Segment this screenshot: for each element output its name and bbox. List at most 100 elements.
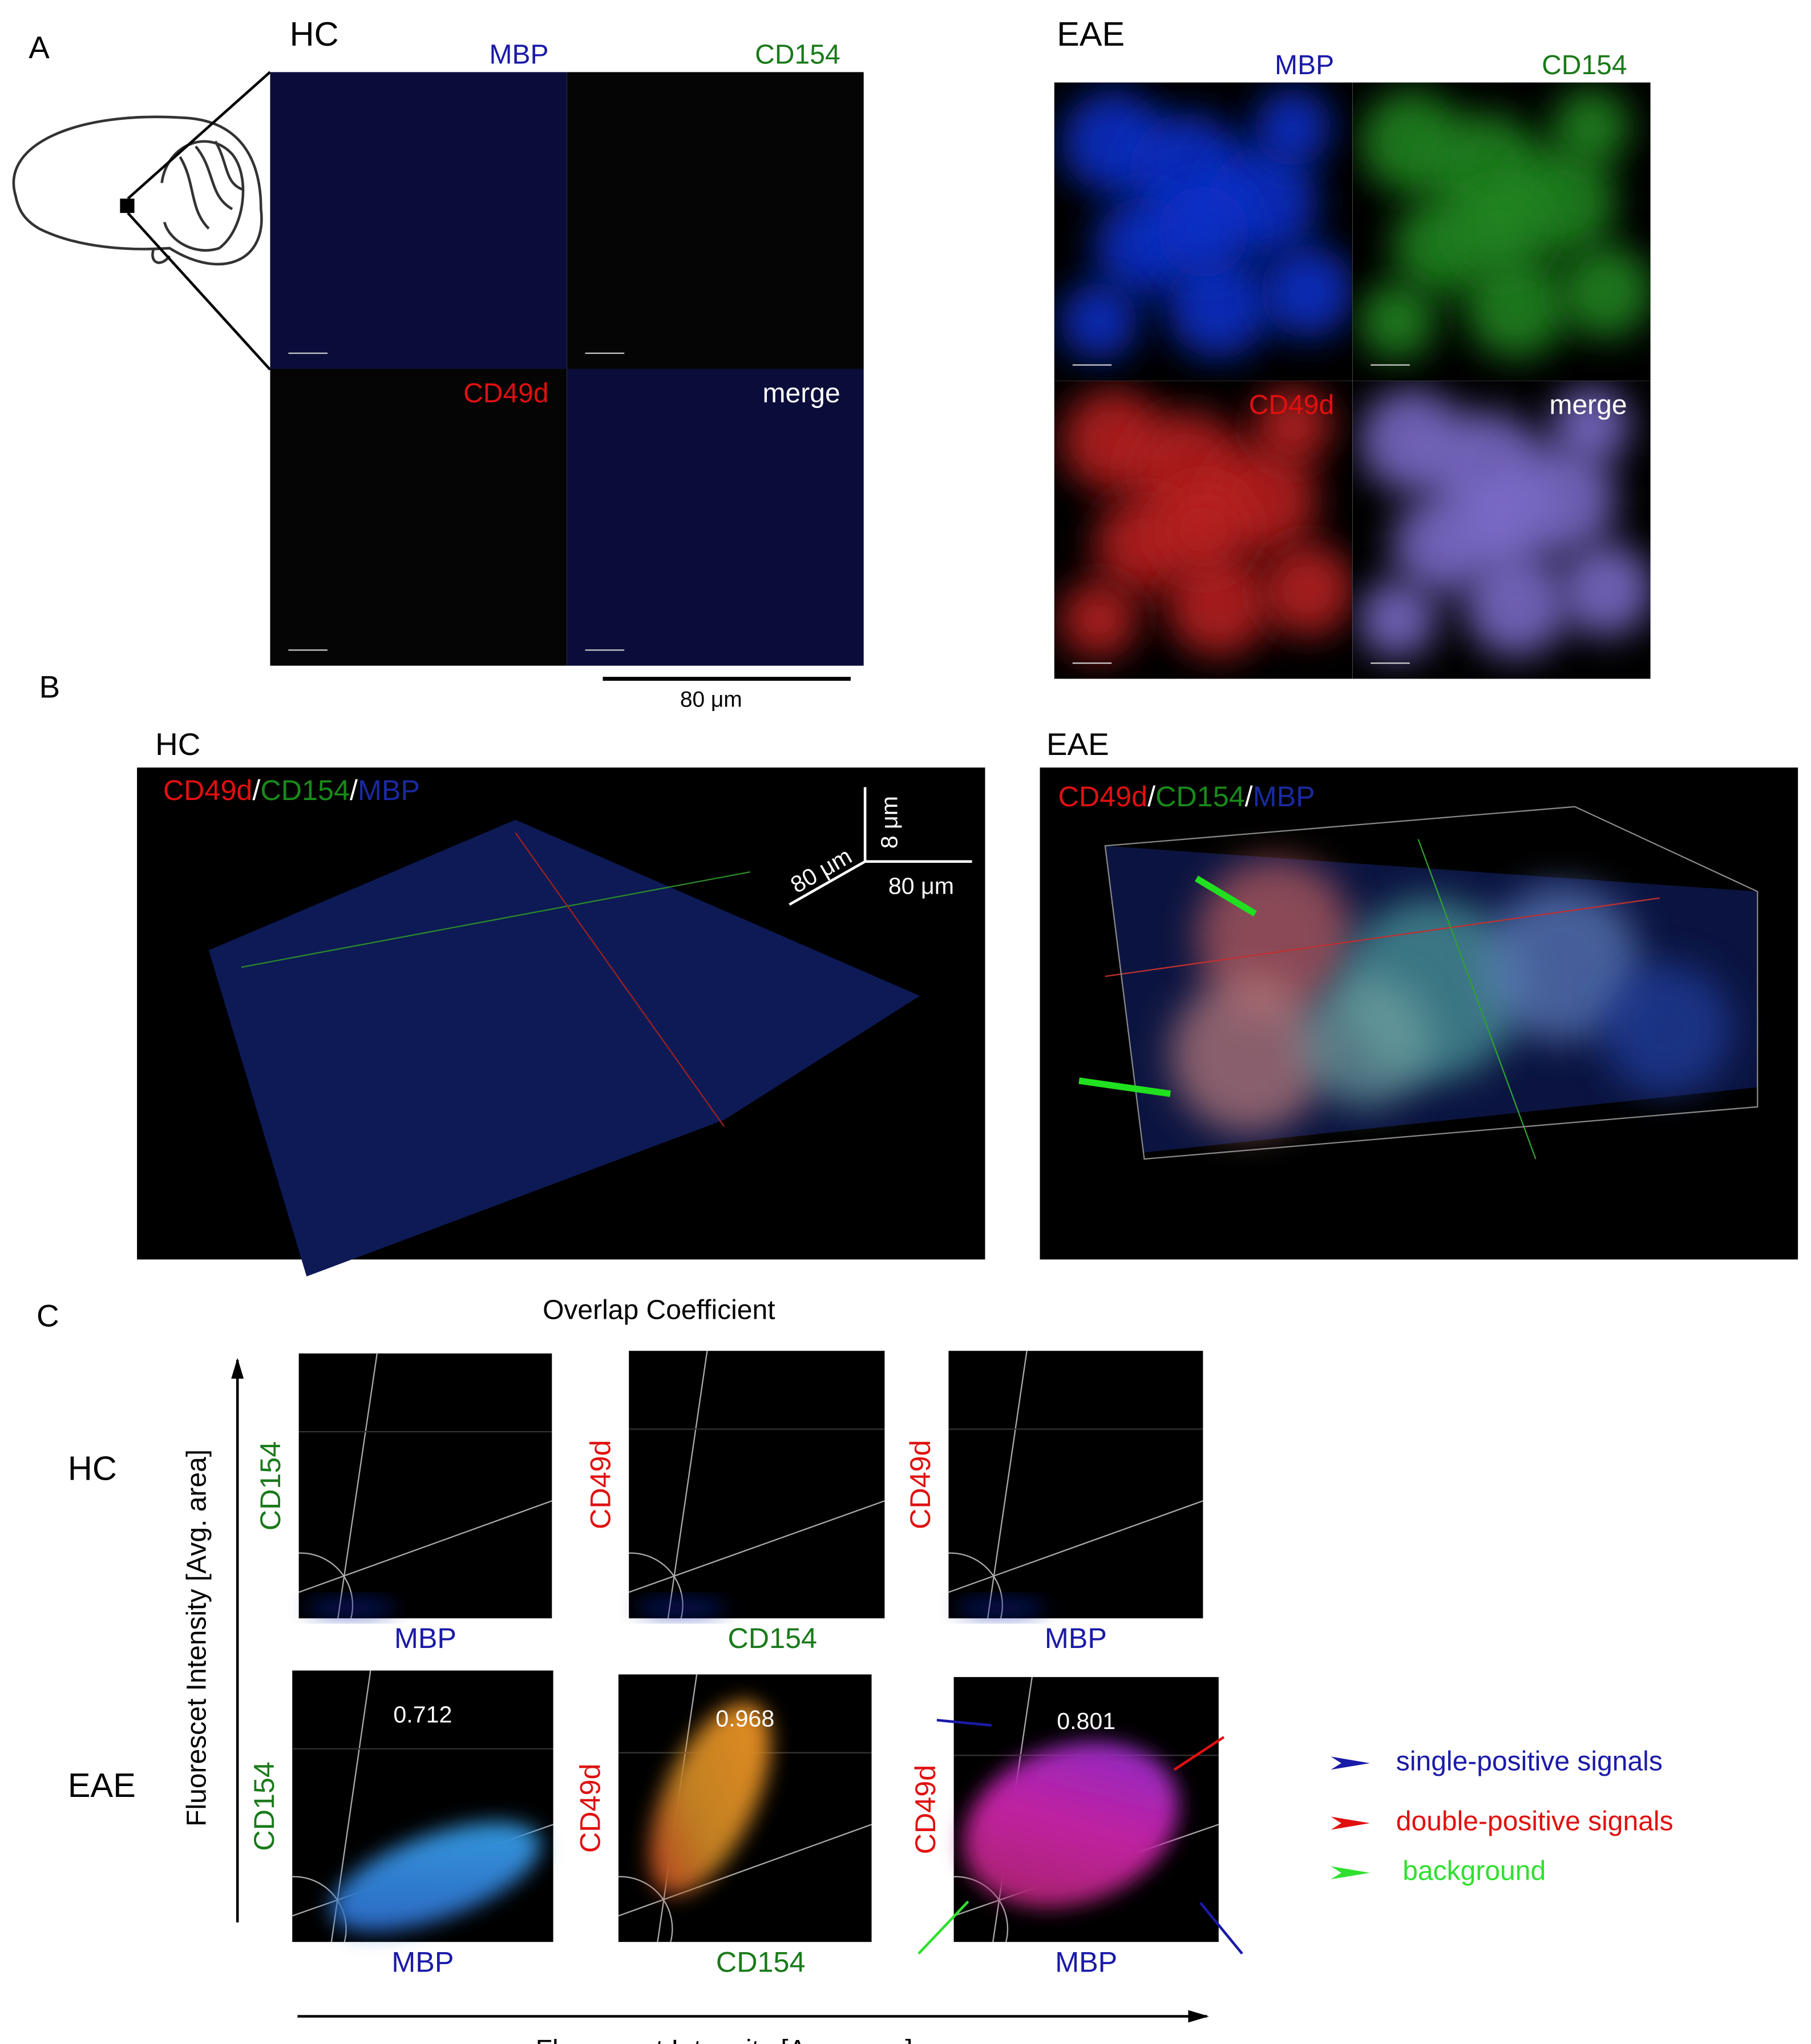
channel-label: MBP	[1275, 50, 1334, 80]
panel-label: A	[29, 30, 50, 65]
plot-x-label: MBP	[394, 1622, 456, 1654]
plot-y-label: CD49d	[584, 1440, 617, 1529]
signal	[1157, 484, 1249, 576]
plot-x-label: CD154	[727, 1622, 817, 1654]
plot-x-label: MBP	[391, 1945, 454, 1978]
channel-label: CD49d	[463, 378, 548, 409]
brain-sketch	[12, 71, 272, 371]
stain-label: /	[1245, 780, 1253, 813]
signal	[1600, 963, 1732, 1094]
signal	[1254, 386, 1332, 465]
plot-y-label: CD49d	[904, 1440, 936, 1529]
stain-label: /	[350, 774, 358, 806]
volume	[208, 819, 920, 1277]
plot-y-label: CD154	[254, 1441, 286, 1531]
legend-arrow	[1331, 1866, 1371, 1880]
signal	[1166, 253, 1271, 358]
signal	[1060, 580, 1138, 659]
coefficient: 0.801	[1057, 1708, 1115, 1734]
plot-y-label: CD154	[248, 1762, 280, 1851]
threshold-arc	[618, 1876, 673, 1942]
channel-label: CD49d	[1249, 390, 1334, 420]
scale-label: 80 μm	[680, 688, 742, 712]
micrograph	[567, 369, 864, 666]
legend-label: background	[1402, 1856, 1546, 1887]
stain-label: MBP	[1253, 780, 1315, 813]
stain-label: CD49d	[1058, 780, 1148, 813]
legend-arrow	[1331, 1816, 1371, 1830]
axis-title: Fluorescet Intensity [Avg. area]	[181, 1449, 212, 1827]
micrograph	[1352, 381, 1651, 679]
stain-label: /	[252, 774, 260, 806]
arrow	[917, 1900, 969, 1955]
threshold-arc	[953, 1876, 1009, 1942]
threshold	[987, 1351, 1028, 1619]
scatterplot	[298, 1353, 552, 1619]
axis	[789, 860, 866, 906]
scatter-cloud	[330, 1822, 541, 1932]
arrow	[1173, 1736, 1225, 1771]
coefficient: 0.968	[715, 1705, 774, 1731]
channel-label: merge	[763, 378, 840, 409]
slice	[515, 832, 725, 1127]
legend-arrow	[1331, 1756, 1371, 1770]
channel-label: CD154	[755, 39, 840, 70]
slice	[1105, 897, 1660, 977]
row-label: HC	[68, 1449, 117, 1487]
stain-label: CD154	[1155, 780, 1245, 813]
arrow	[1199, 1902, 1243, 1955]
volume	[1078, 806, 1759, 1160]
signal	[1170, 976, 1327, 1133]
threshold	[298, 1500, 552, 1593]
scatter-cloud	[635, 1600, 727, 1616]
slice	[1417, 839, 1537, 1160]
scatter-cloud	[305, 1600, 397, 1616]
signal	[1551, 88, 1630, 167]
threshold	[948, 1500, 1203, 1593]
signal	[1456, 185, 1547, 277]
group-title: HC	[290, 15, 339, 53]
image	[270, 369, 567, 666]
plot-x-label: MBP	[1045, 1622, 1107, 1654]
stain-label: MBP	[358, 774, 420, 806]
panel-label: C	[37, 1298, 59, 1334]
micrograph	[1054, 82, 1353, 381]
legend-label: double-positive signals	[1396, 1807, 1673, 1837]
axis-title: Fluorescet Intensity [Avg. area]	[536, 2035, 913, 2044]
signal	[1254, 88, 1332, 167]
channel-label: CD154	[1542, 50, 1627, 80]
slice	[241, 871, 751, 968]
stain-label: CD49d	[163, 774, 253, 806]
micrograph	[1352, 82, 1651, 381]
arrow	[1195, 875, 1257, 917]
signal	[1196, 859, 1353, 1016]
signal	[1559, 244, 1651, 338]
legend-label: single-positive signals	[1396, 1747, 1663, 1777]
scale-label: 8 μm	[876, 796, 903, 849]
image	[567, 369, 864, 666]
signal	[1464, 253, 1569, 358]
arrow	[936, 1719, 992, 1727]
panel-title: Overlap Coefficient	[543, 1295, 775, 1325]
coefficient: 0.712	[393, 1701, 452, 1727]
arrow	[1078, 1077, 1171, 1097]
scatter-cloud	[649, 1702, 771, 1895]
threshold	[337, 1353, 378, 1619]
signal	[1300, 976, 1432, 1107]
signal	[1260, 244, 1353, 338]
scale-label: 80 μm	[888, 872, 954, 899]
plot-x-label: MBP	[1055, 1945, 1117, 1978]
signal	[1456, 484, 1547, 576]
image	[270, 72, 567, 369]
signal	[1157, 185, 1249, 277]
stain-label: /	[1147, 780, 1155, 813]
signal	[1060, 281, 1138, 361]
threshold	[667, 1351, 708, 1619]
scatter-cloud	[955, 1600, 1046, 1616]
group-title: EAE	[1046, 726, 1109, 762]
signal	[1166, 552, 1271, 657]
micrograph	[270, 369, 567, 666]
group-title: EAE	[1057, 15, 1125, 53]
scatterplot	[948, 1351, 1203, 1619]
plot-y-label: CD49d	[573, 1763, 606, 1853]
